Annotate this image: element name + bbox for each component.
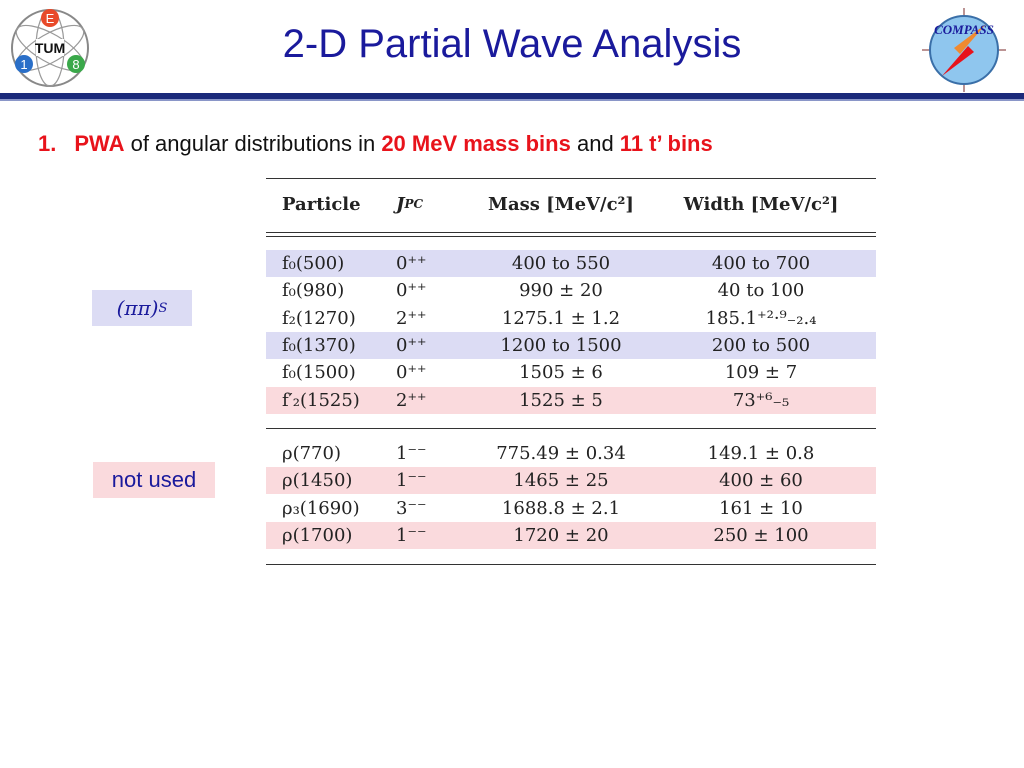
particle-cell: f₀(1500) — [282, 362, 356, 384]
table-row: f₀(500) 0⁺⁺ 400 to 550 400 to 700 — [266, 250, 876, 277]
table-row: f₀(980) 0⁺⁺ 990 ± 20 40 to 100 — [266, 277, 876, 305]
header-particle: Particle — [282, 193, 361, 215]
particle-cell: ρ₃(1690) — [282, 497, 360, 519]
header-rule-1 — [266, 232, 876, 233]
mass-cell: 775.49 ± 0.34 — [496, 443, 626, 464]
mass-cell: 1688.8 ± 2.1 — [501, 497, 621, 519]
mass-cell: 1525 ± 5 — [519, 389, 603, 411]
header-width: Width [MeV/c²] — [683, 193, 839, 215]
width-cell: 161 ± 10 — [719, 497, 803, 519]
compass-logo: COMPASS — [922, 8, 1006, 92]
pipi-subscript: S — [158, 300, 168, 316]
header-j: J — [396, 193, 405, 215]
table-row: ρ(1700) 1⁻⁻ 1720 ± 20 250 ± 100 — [266, 521, 876, 549]
not-used-label: not used — [93, 462, 215, 498]
width-cell: 149.1 ± 0.8 — [707, 443, 815, 464]
logo-tum-text: TUM — [35, 40, 65, 56]
bullet-text-2: and — [570, 131, 620, 156]
jpc-cell: 0⁺⁺ — [396, 362, 427, 384]
table-header-row: Particle J PC Mass [MeV/c²] Width [MeV/c²… — [266, 180, 876, 228]
t-bins-text: 11 t’ bins — [619, 131, 713, 156]
table-row: ρ(770) 1⁻⁻ 775.49 ± 0.34 149.1 ± 0.8 — [266, 440, 876, 467]
pipi-s-wave-label: (ππ) S — [92, 290, 192, 326]
jpc-cell: 0⁺⁺ — [396, 334, 427, 356]
table-row: f₂(1270) 2⁺⁺ 1275.1 ± 1.2 185.1⁺²·⁹₋₂.₄ — [266, 304, 876, 332]
logo-digit-8: 8 — [72, 57, 79, 72]
jpc-cell: 2⁺⁺ — [396, 389, 427, 411]
width-cell: 73⁺⁶₋₅ — [732, 389, 790, 411]
bullet-point-1: 1. PWA of angular distributions in 20 MeV… — [38, 131, 713, 157]
tum-e18-logo: E 1 8 TUM — [11, 9, 89, 87]
header-bar — [0, 93, 1024, 99]
mass-cell: 1200 to 1500 — [500, 334, 622, 356]
jpc-cell: 3⁻⁻ — [396, 497, 427, 519]
jpc-cell: 1⁻⁻ — [396, 443, 427, 464]
width-cell: 200 to 500 — [711, 334, 811, 356]
mass-cell: 400 to 550 — [511, 253, 611, 274]
table-row: ρ₃(1690) 3⁻⁻ 1688.8 ± 2.1 161 ± 10 — [266, 494, 876, 522]
jpc-cell: 0⁺⁺ — [396, 280, 427, 302]
jpc-cell: 2⁺⁺ — [396, 307, 427, 329]
pwa-text: PWA — [74, 131, 125, 156]
table-row: f₀(1500) 0⁺⁺ 1505 ± 6 109 ± 7 — [266, 359, 876, 387]
mass-cell: 1275.1 ± 1.2 — [501, 307, 621, 329]
width-cell: 109 ± 7 — [724, 362, 798, 384]
logo-digit-1: 1 — [20, 57, 27, 72]
particle-cell: f₀(500) — [282, 253, 345, 274]
jpc-cell: 1⁻⁻ — [396, 524, 427, 546]
pipi-text: (ππ) — [116, 296, 159, 320]
particle-cell: f′₂(1525) — [282, 389, 360, 411]
header-mass: Mass [MeV/c²] — [488, 193, 634, 215]
mass-cell: 990 ± 20 — [519, 280, 603, 302]
width-cell: 185.1⁺²·⁹₋₂.₄ — [705, 307, 817, 329]
mass-bins-text: 20 MeV mass bins — [381, 131, 571, 156]
particle-cell: ρ(1700) — [282, 524, 353, 546]
table-bottom-rule — [266, 564, 876, 565]
header-bar-shadow — [0, 99, 1024, 101]
particle-cell: ρ(770) — [282, 443, 341, 464]
group-separator-rule — [266, 428, 876, 429]
particle-cell: f₂(1270) — [282, 307, 356, 329]
slide-title: 2-D Partial Wave Analysis — [282, 22, 742, 66]
bullet-text-1: of angular distributions in — [124, 131, 382, 156]
table-row: f₀(1370) 0⁺⁺ 1200 to 1500 200 to 500 — [266, 331, 876, 359]
width-cell: 40 to 100 — [717, 280, 805, 302]
jpc-cell: 0⁺⁺ — [396, 253, 427, 274]
width-cell: 250 ± 100 — [713, 524, 809, 546]
header-jpc: J PC — [396, 180, 476, 228]
compass-logo-text: COMPASS — [934, 22, 994, 37]
mass-cell: 1720 ± 20 — [513, 524, 609, 546]
logo-letter-e: E — [46, 11, 55, 26]
bullet-number: 1. — [38, 131, 57, 156]
width-cell: 400 to 700 — [711, 253, 811, 274]
header-pc: PC — [404, 197, 424, 211]
mass-cell: 1505 ± 6 — [519, 362, 603, 384]
particle-cell: f₀(980) — [282, 280, 345, 302]
table-row: ρ(1450) 1⁻⁻ 1465 ± 25 400 ± 60 — [266, 467, 876, 495]
table-top-rule — [266, 178, 876, 179]
width-cell: 400 ± 60 — [719, 470, 803, 492]
jpc-cell: 1⁻⁻ — [396, 470, 427, 492]
mass-cell: 1465 ± 25 — [513, 470, 609, 492]
particle-cell: f₀(1370) — [282, 334, 356, 356]
header-rule-2 — [266, 236, 876, 237]
table-row: f′₂(1525) 2⁺⁺ 1525 ± 5 73⁺⁶₋₅ — [266, 386, 876, 414]
particle-cell: ρ(1450) — [282, 470, 353, 492]
